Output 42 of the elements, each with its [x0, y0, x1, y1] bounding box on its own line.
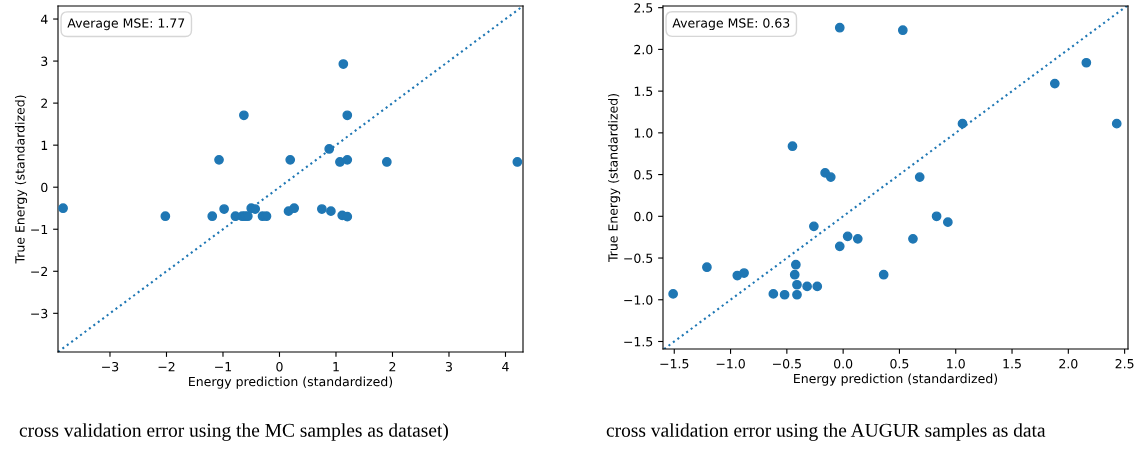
- y-tick-label: 2: [41, 98, 48, 108]
- x-tick-label: 4: [502, 362, 509, 372]
- text: cross validation error using the AUGUR samples as data: [606, 423, 1046, 441]
- x-tick-label: −1.5: [660, 359, 689, 369]
- y-tick-label: 3: [41, 56, 48, 66]
- y-tick-label: −0.5: [624, 253, 653, 263]
- x-tick-label: −1.0: [716, 358, 745, 369]
- x-tick-label: −2: [158, 361, 175, 372]
- y-tick-label: 1: [41, 140, 48, 150]
- x-tick-label: −3: [102, 361, 119, 372]
- x-axis-title: Energy prediction (standardized): [189, 376, 393, 389]
- y-tick-label: −3: [31, 308, 48, 319]
- y-tick-label: 2.5: [634, 3, 653, 13]
- annotation: Average MSE: 0.63: [672, 18, 790, 31]
- x-tick-label: −0.5: [773, 358, 801, 369]
- x-tick-label: 3: [445, 361, 452, 372]
- x-axis-title: Energy prediction (standardized): [794, 373, 998, 386]
- x-tick-label: −1: [215, 362, 232, 372]
- text: cross validation error using the MC samples as dataset): [19, 423, 448, 441]
- x-tick-label: 0.0: [834, 358, 853, 369]
- x-tick-label: 1.0: [947, 358, 965, 369]
- y-tick-label: 4: [40, 14, 48, 24]
- x-tick-label: 1: [333, 362, 339, 372]
- y-tick-label: −1.5: [624, 337, 653, 347]
- x-tick-label: 0.5: [890, 358, 909, 369]
- y-tick-label: 1.0: [634, 128, 653, 138]
- x-tick-label: 2: [389, 361, 396, 372]
- y-tick-label: −2: [31, 266, 48, 277]
- x-tick-label: 1.5: [1003, 359, 1021, 369]
- annotation: Average MSE: 1.77: [67, 18, 185, 31]
- x-tick-label: 0: [276, 361, 283, 372]
- y-axis-title: True Energy (standardized): [608, 94, 621, 263]
- y-tick-label: −1: [31, 224, 48, 234]
- x-tick-label: 2.5: [1115, 358, 1134, 369]
- y-tick-label: −1.0: [624, 295, 653, 305]
- y-axis-title: True Energy (standardized): [14, 95, 28, 264]
- y-tick-label: 0.0: [634, 211, 653, 222]
- y-tick-label: 0: [41, 182, 48, 193]
- y-tick-label: 0.5: [634, 170, 653, 180]
- y-tick-label: 2.0: [634, 44, 653, 55]
- y-tick-label: 1.5: [634, 86, 653, 97]
- x-tick-label: 2.0: [1059, 358, 1078, 369]
